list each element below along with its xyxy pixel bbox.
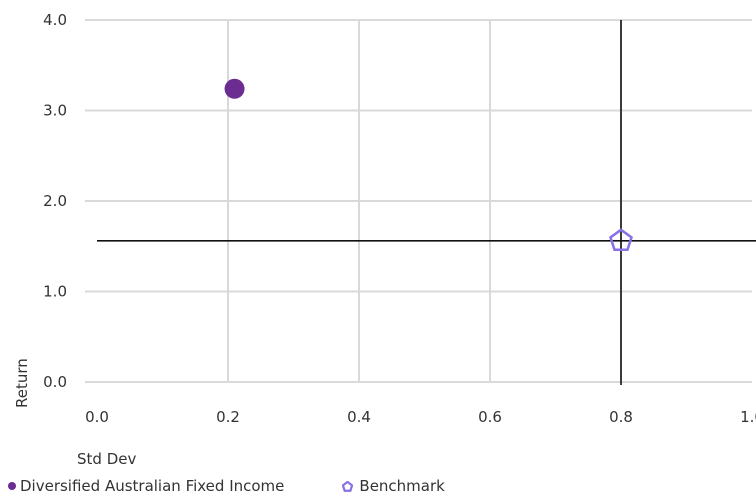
circle-marker-icon [8,482,16,490]
x-tick-labels: 0.0 0.2 0.4 0.6 0.8 1.0 [85,408,756,426]
x-tick-label: 0.2 [216,408,240,426]
x-tick-label: 0.8 [609,408,633,426]
reference-lines [97,20,756,385]
y-axis-title: Return [13,358,31,408]
point-benchmark [609,228,633,251]
legend-item-series[interactable]: Diversified Australian Fixed Income [8,477,284,495]
y-tick-label: 1.0 [43,283,67,301]
x-tick-label: 0.6 [478,408,502,426]
y-tick-label: 4.0 [43,11,67,29]
data-points [224,78,633,251]
y-tick-labels: 0.0 1.0 2.0 3.0 4.0 [43,11,67,391]
legend: Diversified Australian Fixed Income Benc… [8,477,445,495]
x-axis-title: Std Dev [77,450,136,468]
x-tick-label: 1.0 [740,408,756,426]
pentagon-marker-icon [342,480,354,492]
legend-label-benchmark: Benchmark [359,477,445,495]
grid-lines [85,19,752,383]
x-tick-label: 0.0 [85,408,109,426]
point-diversified-australian-fixed-income [224,78,245,99]
legend-label-series: Diversified Australian Fixed Income [20,477,285,495]
y-tick-label: 2.0 [43,192,67,210]
y-tick-label: 3.0 [43,102,67,120]
x-tick-label: 0.4 [347,408,371,426]
legend-item-benchmark[interactable]: Benchmark [342,477,445,495]
y-tick-label: 0.0 [43,373,67,391]
